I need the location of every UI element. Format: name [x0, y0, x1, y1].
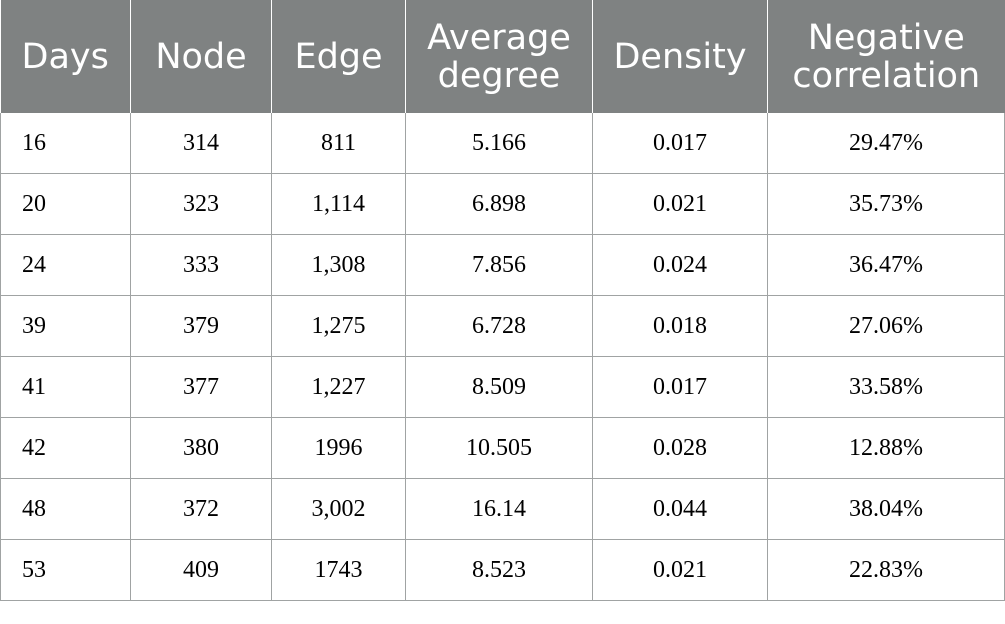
header-average-degree-line2: degree — [437, 55, 561, 96]
cell-days: 41 — [0, 356, 131, 418]
header-days-label: Days — [21, 36, 109, 77]
table-row: 41 377 1,227 8.509 0.017 33.58% — [0, 356, 1005, 418]
header-row: Days Node Edge Average degree Density Ne… — [0, 0, 1005, 113]
cell-days: 24 — [0, 234, 131, 296]
cell-days: 16 — [0, 113, 131, 174]
cell-negative-correlation: 29.47% — [767, 113, 1005, 174]
cell-edge: 1,275 — [271, 295, 406, 357]
cell-average-degree: 8.523 — [405, 539, 593, 601]
cell-density: 0.018 — [592, 295, 768, 357]
cell-node: 379 — [130, 295, 272, 357]
cell-edge: 1,308 — [271, 234, 406, 296]
table-row: 16 314 811 5.166 0.017 29.47% — [0, 113, 1005, 174]
cell-negative-correlation: 12.88% — [767, 417, 1005, 479]
cell-density: 0.017 — [592, 113, 768, 174]
table-row: 48 372 3,002 16.14 0.044 38.04% — [0, 478, 1005, 540]
cell-density: 0.024 — [592, 234, 768, 296]
table-body: 16 314 811 5.166 0.017 29.47% 20 323 1,1… — [0, 113, 1005, 601]
cell-days: 39 — [0, 295, 131, 357]
cell-negative-correlation: 27.06% — [767, 295, 1005, 357]
header-edge: Edge — [271, 0, 406, 113]
header-density: Density — [592, 0, 768, 113]
cell-density: 0.021 — [592, 539, 768, 601]
cell-edge: 3,002 — [271, 478, 406, 540]
cell-average-degree: 10.505 — [405, 417, 593, 479]
table-row: 20 323 1,114 6.898 0.021 35.73% — [0, 173, 1005, 235]
header-days: Days — [0, 0, 131, 113]
cell-edge: 1,114 — [271, 173, 406, 235]
table-row: 24 333 1,308 7.856 0.024 36.47% — [0, 234, 1005, 296]
header-edge-label: Edge — [294, 36, 383, 77]
table-row: 42 380 1996 10.505 0.028 12.88% — [0, 417, 1005, 479]
cell-days: 42 — [0, 417, 131, 479]
header-node: Node — [130, 0, 272, 113]
cell-average-degree: 6.728 — [405, 295, 593, 357]
header-negative-correlation: Negative correlation — [767, 0, 1005, 113]
cell-node: 377 — [130, 356, 272, 418]
cell-average-degree: 16.14 — [405, 478, 593, 540]
cell-average-degree: 6.898 — [405, 173, 593, 235]
cell-edge: 1996 — [271, 417, 406, 479]
cell-negative-correlation: 22.83% — [767, 539, 1005, 601]
cell-node: 380 — [130, 417, 272, 479]
cell-density: 0.044 — [592, 478, 768, 540]
cell-edge: 1,227 — [271, 356, 406, 418]
cell-node: 333 — [130, 234, 272, 296]
cell-negative-correlation: 38.04% — [767, 478, 1005, 540]
header-node-label: Node — [155, 36, 247, 77]
cell-edge: 811 — [271, 113, 406, 174]
cell-days: 48 — [0, 478, 131, 540]
table-row: 39 379 1,275 6.728 0.018 27.06% — [0, 295, 1005, 357]
header-negative-correlation-line2: correlation — [792, 55, 981, 96]
cell-average-degree: 8.509 — [405, 356, 593, 418]
cell-density: 0.028 — [592, 417, 768, 479]
header-average-degree-line1: Average — [427, 17, 571, 58]
cell-density: 0.021 — [592, 173, 768, 235]
cell-node: 372 — [130, 478, 272, 540]
cell-average-degree: 7.856 — [405, 234, 593, 296]
cell-node: 409 — [130, 539, 272, 601]
table-row: 53 409 1743 8.523 0.021 22.83% — [0, 539, 1005, 601]
header-negative-correlation-line1: Negative — [807, 17, 965, 58]
cell-average-degree: 5.166 — [405, 113, 593, 174]
cell-days: 53 — [0, 539, 131, 601]
network-stats-table: Days Node Edge Average degree Density Ne… — [0, 0, 1005, 601]
cell-edge: 1743 — [271, 539, 406, 601]
cell-days: 20 — [0, 173, 131, 235]
table-header: Days Node Edge Average degree Density Ne… — [0, 0, 1005, 113]
cell-node: 314 — [130, 113, 272, 174]
cell-negative-correlation: 36.47% — [767, 234, 1005, 296]
header-density-label: Density — [613, 36, 747, 77]
cell-node: 323 — [130, 173, 272, 235]
cell-density: 0.017 — [592, 356, 768, 418]
header-average-degree: Average degree — [405, 0, 593, 113]
cell-negative-correlation: 35.73% — [767, 173, 1005, 235]
cell-negative-correlation: 33.58% — [767, 356, 1005, 418]
